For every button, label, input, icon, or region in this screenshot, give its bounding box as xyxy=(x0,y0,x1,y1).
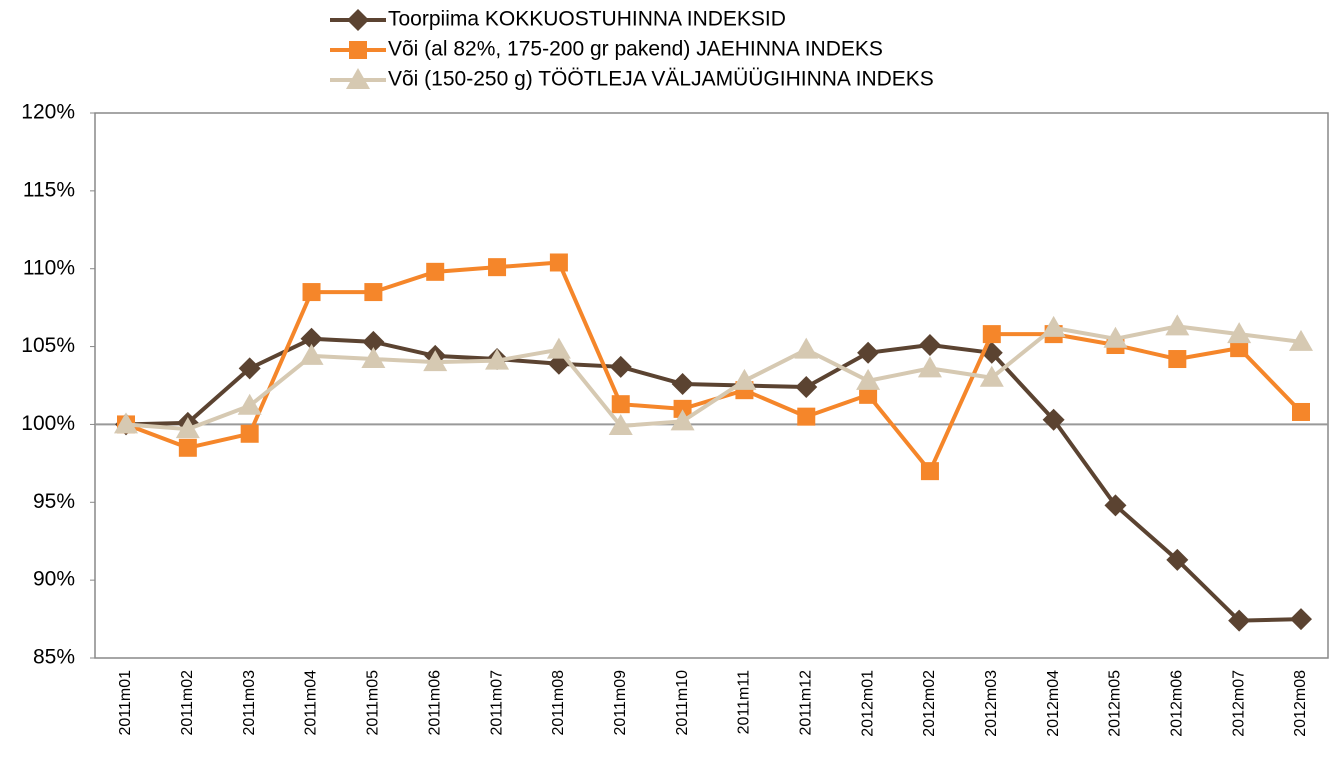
point xyxy=(362,330,385,353)
point xyxy=(114,412,138,434)
point xyxy=(1042,408,1065,431)
y-tick-label: 105% xyxy=(21,334,75,357)
x-tick-label: 2011m04 xyxy=(303,670,320,736)
point xyxy=(609,355,632,378)
legend-label: Toorpiima KOKKUOSTUHINNA INDEKSID xyxy=(388,8,786,31)
point xyxy=(918,334,941,357)
legend-marker xyxy=(346,68,370,89)
point xyxy=(794,337,819,359)
x-tick-label: 2011m10 xyxy=(674,670,691,736)
point xyxy=(1165,314,1190,336)
legend-marker xyxy=(347,9,369,31)
point xyxy=(426,262,445,281)
point xyxy=(1290,608,1312,631)
legend-label: Või (al 82%, 175-200 gr pakend) JAEHINNA… xyxy=(388,38,883,61)
x-tick-label: 2011m12 xyxy=(797,670,814,736)
x-tick-label: 2011m09 xyxy=(612,670,629,736)
point xyxy=(364,283,383,302)
point xyxy=(857,341,880,364)
y-tick-label: 95% xyxy=(33,490,75,513)
point xyxy=(240,424,259,443)
legend-marker xyxy=(349,41,367,59)
x-tick-label: 2011m03 xyxy=(241,670,258,736)
point xyxy=(920,462,939,481)
x-tick-label: 2011m11 xyxy=(736,670,753,734)
y-tick-label: 85% xyxy=(33,646,75,669)
y-tick-label: 120% xyxy=(21,101,75,124)
x-tick-label: 2012m03 xyxy=(983,670,1000,737)
series-line xyxy=(125,260,1303,474)
series-line xyxy=(125,336,1302,623)
point xyxy=(1227,322,1252,344)
point xyxy=(423,350,448,372)
point xyxy=(175,417,200,439)
x-tick-label: 2011m07 xyxy=(488,670,505,736)
point xyxy=(546,337,571,359)
plot-area xyxy=(94,112,1329,659)
point xyxy=(1168,350,1187,369)
x-tick-label: 2011m01 xyxy=(117,670,134,736)
x-tick-label: 2012m04 xyxy=(1045,670,1062,737)
x-tick-label: 2011m02 xyxy=(179,670,196,736)
point xyxy=(608,413,633,435)
point xyxy=(859,385,878,404)
point xyxy=(982,325,1001,344)
series-line xyxy=(125,324,1302,432)
point xyxy=(732,368,757,390)
point xyxy=(1230,339,1249,358)
x-tick-label: 2012m08 xyxy=(1292,670,1309,737)
x-tick-label: 2011m05 xyxy=(365,670,382,736)
point xyxy=(1041,315,1066,337)
point xyxy=(485,348,510,370)
x-tick-label: 2012m06 xyxy=(1169,670,1186,737)
x-tick-label: 2011m06 xyxy=(426,670,443,736)
point xyxy=(797,407,816,426)
point xyxy=(670,409,695,431)
point xyxy=(1104,494,1127,517)
point xyxy=(856,368,881,390)
y-tick-label: 110% xyxy=(23,256,75,279)
point xyxy=(1289,329,1313,351)
point xyxy=(1166,548,1189,571)
y-tick-label: 115% xyxy=(23,178,75,201)
point xyxy=(671,372,694,395)
x-tick-label: 2011m08 xyxy=(550,670,567,736)
point xyxy=(1292,402,1310,421)
x-tick-label: 2012m01 xyxy=(859,670,876,737)
point xyxy=(488,258,507,277)
point xyxy=(611,395,630,414)
point xyxy=(238,357,261,380)
point xyxy=(299,343,324,365)
x-tick-label: 2012m02 xyxy=(921,670,938,737)
point xyxy=(549,253,568,272)
legend-label: Või (150-250 g) TÖÖTLEJA VÄLJAMÜÜGIHINNA… xyxy=(388,68,934,91)
point xyxy=(673,399,692,418)
y-tick-label: 90% xyxy=(33,568,75,591)
point xyxy=(795,376,818,399)
y-tick-label: 100% xyxy=(21,412,75,435)
point xyxy=(1228,609,1251,632)
point xyxy=(361,347,386,369)
x-tick-label: 2012m07 xyxy=(1230,670,1247,737)
point xyxy=(302,283,321,302)
x-tick-label: 2012m05 xyxy=(1107,670,1124,737)
point xyxy=(1103,326,1128,348)
point xyxy=(917,356,942,378)
point xyxy=(979,365,1004,387)
point xyxy=(300,327,323,350)
point xyxy=(178,438,197,457)
point xyxy=(237,393,262,415)
